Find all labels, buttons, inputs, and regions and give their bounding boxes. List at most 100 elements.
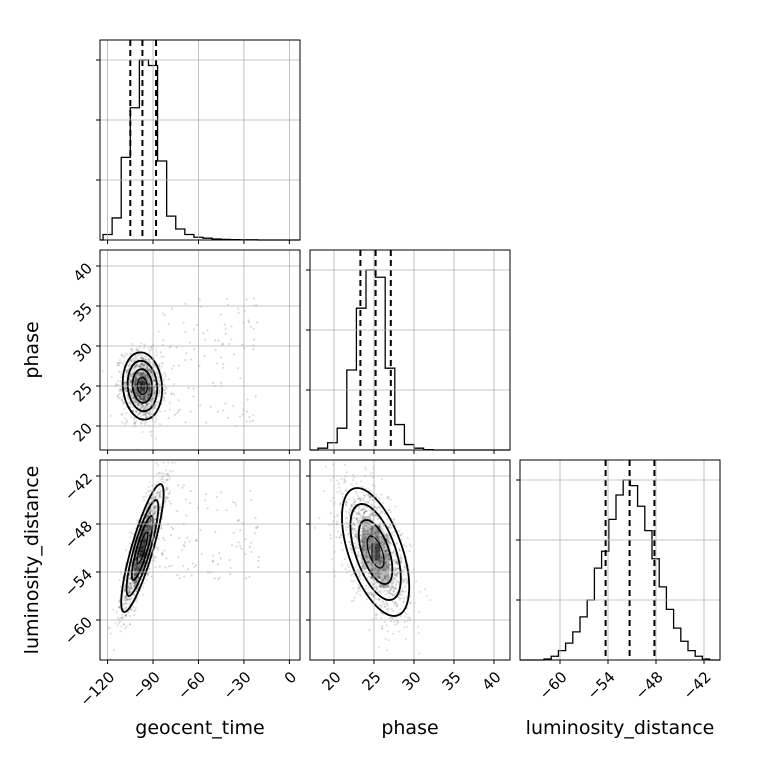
sample-point — [154, 370, 158, 373]
sample-point — [138, 394, 141, 397]
sample-point — [376, 536, 379, 539]
y-tick-label: 40 — [70, 259, 96, 285]
sample-point — [140, 403, 143, 406]
sample-point — [141, 379, 144, 382]
sample-point — [129, 387, 132, 390]
sample-point — [343, 479, 346, 482]
sample-point — [163, 389, 166, 392]
sample-point — [368, 546, 371, 549]
sample-point — [382, 586, 385, 589]
sample-point — [145, 376, 148, 379]
sample-point — [143, 397, 146, 400]
sample-point — [143, 405, 146, 408]
sample-point — [122, 401, 126, 404]
sample-point — [399, 590, 403, 593]
histogram-phase — [310, 269, 510, 451]
sample-point — [380, 557, 384, 560]
sample-point — [351, 536, 355, 540]
sample-point — [133, 568, 136, 572]
density-cell — [370, 543, 381, 561]
sample-point — [132, 573, 135, 576]
sample-point — [134, 572, 137, 576]
sample-point — [144, 412, 147, 415]
sample-point — [137, 371, 140, 375]
sample-point — [395, 562, 398, 565]
sample-point — [146, 358, 149, 361]
sample-point — [361, 497, 365, 501]
sample-point — [140, 378, 143, 382]
sample-point — [380, 527, 383, 530]
sample-point — [117, 621, 121, 624]
sample-point — [406, 613, 409, 616]
sample-point — [362, 512, 365, 516]
sample-point — [147, 490, 150, 494]
sample-point — [398, 598, 401, 601]
sample-point — [130, 375, 133, 378]
sample-point — [165, 478, 168, 481]
sample-point — [393, 574, 397, 577]
sample-point — [165, 473, 168, 476]
sample-point — [371, 537, 374, 540]
sample-point — [123, 381, 127, 384]
sample-point — [143, 390, 146, 394]
sample-point — [385, 624, 388, 627]
sample-point — [230, 325, 233, 328]
sample-point — [371, 519, 374, 522]
sample-point — [389, 563, 392, 567]
sample-point — [400, 560, 403, 563]
sample-point — [146, 525, 149, 528]
sample-point — [385, 574, 388, 578]
sample-point — [136, 372, 139, 375]
sample-point — [147, 527, 150, 531]
sample-point — [324, 454, 326, 456]
density-cell — [370, 560, 381, 579]
sample-point — [149, 371, 153, 374]
sample-point — [245, 577, 248, 580]
sample-point — [139, 365, 142, 368]
sample-point — [369, 530, 372, 533]
sample-point — [355, 492, 358, 495]
sample-point — [185, 514, 188, 517]
sample-point — [128, 374, 132, 377]
sample-point — [254, 517, 257, 520]
sample-point — [146, 525, 149, 529]
sample-point — [230, 544, 234, 547]
sample-point — [142, 396, 145, 399]
sample-point — [384, 584, 387, 587]
sample-point — [380, 536, 383, 539]
sample-point — [374, 515, 377, 518]
sample-point — [128, 573, 131, 577]
sample-point — [361, 540, 364, 543]
sample-point — [369, 524, 373, 528]
sample-point — [154, 505, 158, 508]
sample-point — [364, 509, 367, 513]
sample-point — [134, 379, 137, 382]
sample-point — [140, 403, 143, 406]
sample-point — [229, 566, 232, 570]
sample-point — [216, 509, 219, 512]
sample-point — [389, 588, 392, 591]
sample-point — [137, 402, 140, 406]
sample-point — [180, 412, 182, 414]
sample-point — [124, 383, 127, 386]
sample-point — [152, 507, 156, 510]
sample-point — [394, 560, 397, 563]
sample-point — [142, 365, 146, 369]
sample-point — [165, 478, 168, 481]
sample-point — [149, 512, 152, 515]
sample-point — [370, 591, 373, 594]
sample-point — [118, 579, 121, 582]
sample-point — [123, 589, 126, 592]
sample-point — [118, 392, 121, 396]
sample-point — [358, 519, 362, 522]
sample-point — [128, 591, 131, 594]
sample-point — [383, 573, 386, 576]
sample-point — [140, 405, 144, 408]
sample-point — [377, 560, 380, 563]
sample-point — [142, 398, 145, 401]
sample-point — [129, 590, 132, 593]
sample-point — [252, 419, 255, 422]
sample-point — [384, 550, 387, 553]
sample-point — [383, 546, 387, 549]
sample-point — [400, 538, 403, 541]
